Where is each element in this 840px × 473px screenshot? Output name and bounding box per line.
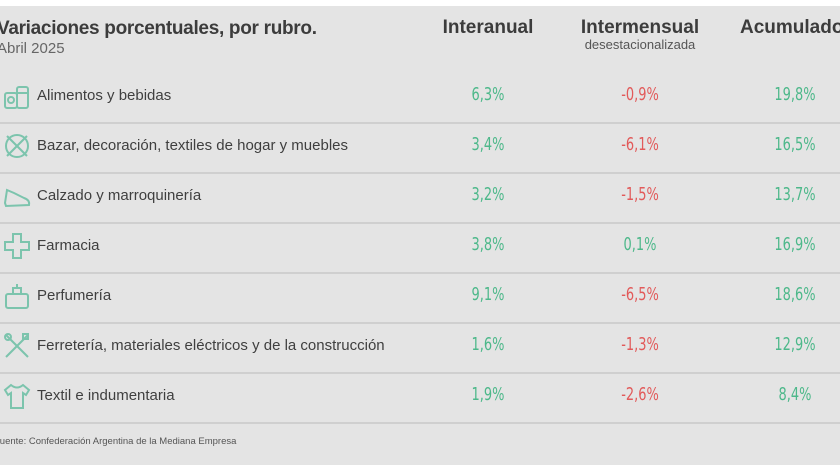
value-cell: 1,9% bbox=[471, 384, 505, 405]
shirt-icon bbox=[3, 383, 31, 409]
row-label: Perfumería bbox=[37, 287, 112, 304]
value-cell: 13,7% bbox=[774, 184, 816, 205]
row-label: Textil e indumentaria bbox=[37, 387, 175, 404]
value-cell: 8,4% bbox=[778, 384, 812, 405]
value-cell: -6,1% bbox=[621, 134, 659, 155]
row-label: Farmacia bbox=[37, 237, 100, 254]
value-cell: -0,9% bbox=[621, 84, 659, 105]
value-cell: 3,4% bbox=[471, 134, 505, 155]
row-label: Alimentos y bebidas bbox=[37, 87, 172, 104]
value-cell: 3,2% bbox=[471, 184, 505, 205]
column-header-intermensual: Intermensual desestacionalizada bbox=[570, 17, 710, 52]
row-label: Ferretería, materiales eléctricos y de l… bbox=[37, 337, 385, 354]
value-cell: 18,6% bbox=[774, 284, 816, 305]
row-label: Calzado y marroquinería bbox=[37, 187, 202, 204]
value-cell: 16,5% bbox=[774, 134, 816, 155]
table-row: Farmacia 3,8% 0,1% 16,9% bbox=[0, 222, 840, 274]
value-cell: -1,3% bbox=[621, 334, 659, 355]
value-cell: -2,6% bbox=[621, 384, 659, 405]
chart-title: Variaciones porcentuales, por rubro. bbox=[0, 18, 317, 39]
value-cell: -1,5% bbox=[621, 184, 659, 205]
table-row: Bazar, decoración, textiles de hogar y m… bbox=[0, 122, 840, 174]
value-cell: 12,9% bbox=[774, 334, 816, 355]
value-cell: 6,3% bbox=[471, 84, 505, 105]
value-cell: 9,1% bbox=[471, 284, 505, 305]
value-cell: 1,6% bbox=[471, 334, 505, 355]
groceries-icon bbox=[4, 86, 29, 109]
table-row: Perfumería 9,1% -6,5% 18,6% bbox=[0, 272, 840, 324]
table-row: Calzado y marroquinería 3,2% -1,5% 13,7% bbox=[0, 172, 840, 224]
source-note: Fuente: Confederación Argentina de la Me… bbox=[0, 436, 237, 447]
home-decor-icon bbox=[5, 134, 29, 158]
value-cell: 0,1% bbox=[623, 234, 657, 255]
table-row: Ferretería, materiales eléctricos y de l… bbox=[0, 322, 840, 374]
value-cell: 16,9% bbox=[774, 234, 816, 255]
table-panel: Variaciones porcentuales, por rubro. Abr… bbox=[0, 6, 840, 465]
table-row: Textil e indumentaria 1,9% -2,6% 8,4% bbox=[0, 372, 840, 424]
tools-icon bbox=[4, 333, 29, 358]
value-cell: -6,5% bbox=[621, 284, 659, 305]
row-label: Bazar, decoración, textiles de hogar y m… bbox=[37, 137, 349, 154]
shoe-icon bbox=[3, 188, 31, 208]
column-header-interanual: Interanual bbox=[442, 17, 534, 38]
column-subheader: desestacionalizada bbox=[584, 37, 696, 52]
pharmacy-cross-icon bbox=[4, 233, 30, 259]
perfume-icon bbox=[5, 284, 29, 309]
value-cell: 3,8% bbox=[471, 234, 505, 255]
table-row: Alimentos y bebidas 6,3% -0,9% 19,8% bbox=[0, 72, 840, 124]
chart-subtitle: Abril 2025 bbox=[0, 40, 65, 57]
value-cell: 19,8% bbox=[774, 84, 816, 105]
column-header-acumulado: Acumulado bbox=[740, 17, 840, 38]
